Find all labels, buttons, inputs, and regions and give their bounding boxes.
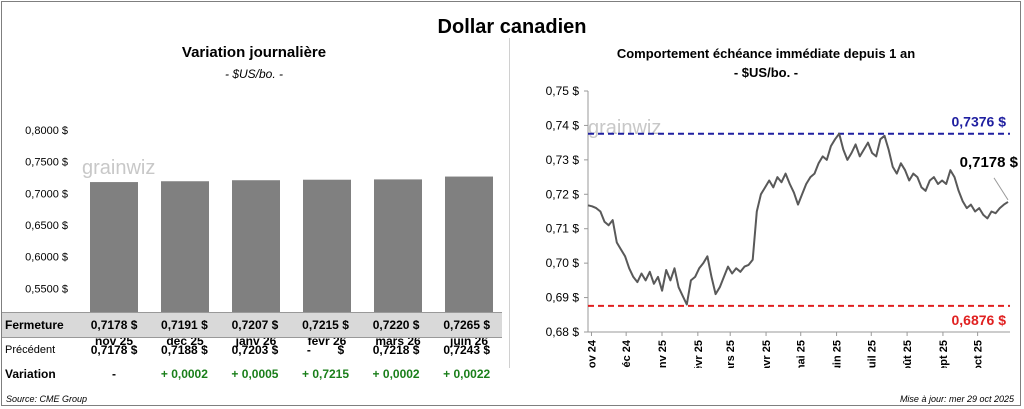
y-tick-label: 0,7000 $ — [25, 188, 68, 200]
bar — [232, 180, 280, 320]
bar — [374, 179, 422, 320]
previous-cell: 0,7178 $ — [90, 343, 138, 357]
variation-cell: + 0,0005 — [231, 367, 279, 381]
variation-cell: + 0,0002 — [372, 367, 420, 381]
one-year-panel: Comportement échéance immédiate depuis 1… — [512, 38, 1020, 368]
source-note: Source: CME Group — [6, 394, 88, 404]
left-chart-subtitle: - $US/bo. - — [224, 67, 284, 81]
row-label: Fermeture — [2, 312, 79, 338]
bar — [161, 181, 209, 320]
y-tick-label: 0,7500 $ — [25, 157, 68, 169]
y-tick-label: 0,68 $ — [546, 325, 580, 339]
low-label: 0,6876 $ — [952, 312, 1007, 328]
y-tick-label: 0,5500 $ — [25, 283, 68, 295]
x-tick-label: janv 26 — [235, 334, 277, 348]
x-tick-label: août 25 — [902, 340, 914, 368]
y-tick-label: 0,72 $ — [546, 187, 580, 201]
bar — [303, 179, 351, 320]
high-label: 0,7376 $ — [952, 114, 1007, 130]
y-tick-label: 0,8000 $ — [25, 125, 68, 137]
x-tick-label: sept 25 — [938, 340, 950, 368]
x-tick-label: avr 25 — [761, 340, 773, 368]
x-tick-label: mars 26 — [375, 334, 421, 348]
left-chart-title: Variation journalière — [181, 44, 327, 61]
x-tick-label: mars 25 — [725, 340, 737, 368]
x-tick-label: déc 24 — [621, 339, 633, 368]
y-tick-label: 0,6000 $ — [25, 252, 68, 264]
previous-cell: 0,7218 $ — [372, 343, 420, 357]
line-chart: 0,75 $ 0,74 $ 0,73 $ 0,72 $ 0,71 $ 0,70 $ 0,69… — [546, 84, 1019, 368]
y-tick-label: 0,69 $ — [546, 291, 580, 305]
variation-cell: + 0,7215 — [301, 367, 350, 381]
table-row-previous: Précédent 0,7178 $ 0,7188 $ 0,7203 $ - $… — [2, 338, 502, 363]
close-cell: 0,7220 $ — [360, 312, 432, 338]
update-note: Mise à jour: mer 29 oct 2025 — [899, 394, 1014, 404]
x-tick-label: juil 25 — [866, 340, 878, 368]
variation-cell: + 0,0002 — [160, 367, 208, 381]
table-row-close: Fermeture 0,7178 $ 0,7191 $ 0,7207 $ 0,7… — [2, 312, 502, 338]
previous-cell: 0,7203 $ — [231, 343, 279, 357]
close-cell: 0,7215 $ — [290, 312, 361, 338]
page-title: Dollar canadien — [437, 16, 587, 38]
series-line — [587, 132, 1009, 306]
previous-cell: 0,7188 $ — [161, 343, 208, 357]
variation-cell: + 0,0022 — [443, 367, 491, 381]
row-label: Précédent — [5, 344, 56, 356]
daily-variation-panel: Variation journalière - $US/bo. - 0,8000… — [2, 38, 506, 398]
bar-chart: 0,8000 $ 0,7500 $ 0,7000 $ 0,6500 $ 0,6000 $… — [25, 125, 493, 348]
x-tick-label: nov 25 — [95, 334, 133, 348]
last-value-label: 0,7178 $ — [960, 154, 1019, 171]
x-tick-label: févr 26 — [308, 334, 347, 348]
variation-cell: - — [112, 367, 117, 381]
bar — [445, 176, 493, 320]
last-value-leader — [993, 177, 1009, 201]
y-tick-label: 0,74 $ — [546, 118, 580, 132]
close-cell: 0,7191 $ — [149, 312, 220, 338]
close-cell: 0,7265 $ — [431, 312, 502, 338]
row-label: Variation — [5, 367, 56, 381]
close-cell: 0,7207 $ — [219, 312, 291, 338]
x-tick-label: déc 25 — [166, 334, 204, 348]
right-chart-subtitle: - $US/bo. - — [733, 65, 799, 80]
table-row-variation: Variation - + 0,0002 + 0,0005 + 0,7215 +… — [2, 362, 502, 386]
x-tick-label: nov 24 — [586, 339, 598, 368]
y-tick-label: 0,73 $ — [546, 153, 580, 167]
close-cell: 0,7178 $ — [79, 312, 150, 338]
panel-divider — [509, 38, 510, 368]
y-tick-label: 0,6500 $ — [25, 220, 68, 232]
bar — [90, 182, 138, 320]
watermark-logo: grainwiz — [82, 157, 155, 179]
x-tick-label: oct 25 — [973, 340, 985, 368]
y-tick-label: 0,70 $ — [546, 256, 580, 270]
x-tick-label: janv 25 — [657, 340, 669, 368]
watermark-logo: grainwiz — [588, 117, 661, 139]
y-tick-label: 0,75 $ — [546, 84, 580, 98]
futures-table: Fermeture 0,7178 $ 0,7191 $ 0,7207 $ 0,7… — [2, 312, 502, 386]
x-tick-label: mai 25 — [796, 340, 808, 368]
x-tick-label: juin 26 — [449, 334, 488, 348]
previous-cell: 0,7243 $ — [443, 343, 491, 357]
previous-cell: - $ — [306, 343, 345, 357]
y-tick-label: 0,71 $ — [546, 222, 580, 236]
x-tick-label: févr 25 — [693, 340, 705, 368]
right-chart-title: Comportement échéance immédiate depuis 1… — [616, 46, 916, 61]
x-tick-label: juin 25 — [832, 340, 844, 368]
